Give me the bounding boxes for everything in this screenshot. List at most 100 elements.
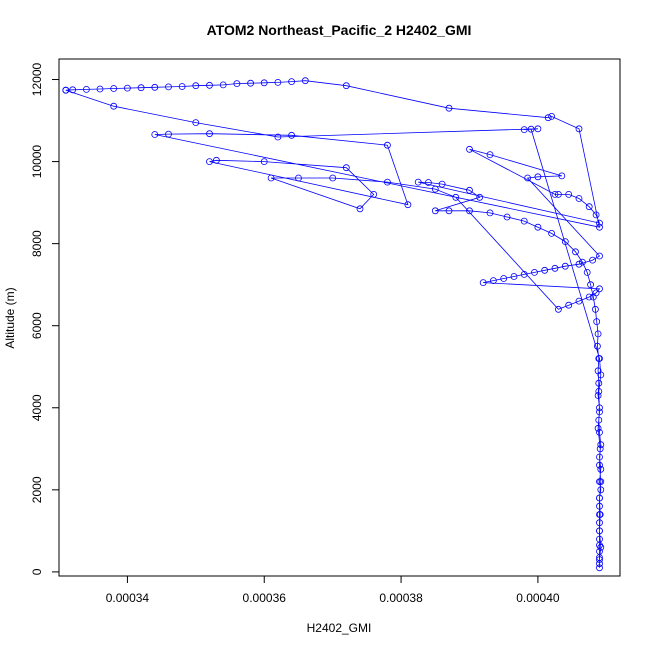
data-point bbox=[489, 277, 497, 285]
data-point bbox=[596, 428, 603, 436]
data-point bbox=[585, 293, 593, 301]
data-point bbox=[62, 86, 70, 94]
data-point bbox=[594, 342, 601, 350]
data-point bbox=[596, 453, 603, 461]
x-tick-label: 0.00034 bbox=[106, 591, 150, 605]
data-point bbox=[178, 83, 186, 90]
data-point bbox=[288, 78, 296, 85]
data-point bbox=[597, 543, 605, 551]
data-point bbox=[587, 281, 594, 289]
data-point bbox=[206, 130, 213, 138]
x-tick-label: 0.00040 bbox=[516, 591, 560, 605]
data-point bbox=[520, 217, 528, 225]
data-point bbox=[500, 275, 508, 282]
data-point bbox=[424, 179, 432, 186]
x-tick-label: 0.00036 bbox=[243, 591, 287, 605]
data-point bbox=[596, 564, 603, 572]
y-axis-label: Altitude (m) bbox=[3, 287, 17, 348]
y-tick-label: 8000 bbox=[30, 230, 44, 257]
data-point bbox=[596, 556, 603, 563]
series-line bbox=[65, 80, 602, 568]
data-point bbox=[551, 264, 559, 272]
data-point bbox=[301, 77, 309, 85]
data-point bbox=[575, 260, 583, 268]
data-point bbox=[370, 190, 378, 198]
data-point bbox=[151, 131, 159, 138]
data-point bbox=[596, 511, 604, 518]
y-tick-label: 4000 bbox=[30, 394, 44, 421]
data-point bbox=[212, 156, 220, 164]
data-point bbox=[597, 441, 605, 449]
data-point bbox=[579, 258, 586, 266]
data-point bbox=[596, 461, 603, 469]
data-point bbox=[565, 301, 573, 309]
data-point bbox=[466, 145, 473, 153]
data-point bbox=[83, 86, 90, 93]
data-point bbox=[486, 209, 494, 217]
data-point bbox=[596, 527, 603, 535]
data-point bbox=[597, 478, 605, 486]
data-point bbox=[206, 81, 213, 89]
x-axis-label: H2402_GMI bbox=[307, 621, 372, 635]
data-point bbox=[541, 266, 549, 274]
data-point bbox=[596, 252, 603, 260]
data-point bbox=[534, 125, 542, 133]
data-point bbox=[165, 83, 172, 91]
data-point bbox=[445, 207, 453, 215]
data-point bbox=[192, 82, 200, 90]
data-point bbox=[110, 102, 118, 110]
data-point bbox=[565, 190, 573, 198]
data-point bbox=[476, 193, 484, 201]
data-point bbox=[575, 297, 583, 305]
data-point bbox=[466, 207, 473, 215]
data-point bbox=[575, 195, 583, 202]
data-point bbox=[295, 174, 302, 182]
data-point bbox=[555, 190, 562, 198]
data-point bbox=[596, 404, 603, 412]
data-point bbox=[165, 130, 172, 138]
data-point bbox=[274, 133, 282, 141]
x-axis: 0.00034 0.00036 0.00038 0.00040 bbox=[106, 576, 560, 605]
data-point bbox=[561, 262, 569, 270]
data-point bbox=[452, 193, 460, 201]
data-point bbox=[96, 85, 104, 93]
y-tick-label: 6000 bbox=[30, 312, 44, 339]
data-point bbox=[583, 268, 591, 276]
data-point bbox=[137, 84, 145, 92]
data-point bbox=[383, 178, 391, 186]
data-point bbox=[479, 279, 487, 287]
data-point bbox=[438, 180, 446, 188]
data-point bbox=[534, 223, 542, 231]
data-point bbox=[466, 186, 473, 194]
data-point bbox=[596, 219, 603, 227]
data-point bbox=[404, 201, 412, 209]
data-point bbox=[575, 125, 583, 133]
data-point bbox=[592, 211, 600, 219]
data-point bbox=[596, 355, 603, 362]
data-point bbox=[431, 207, 439, 215]
data-point bbox=[594, 424, 602, 432]
data-point bbox=[597, 371, 605, 379]
data-point bbox=[548, 113, 555, 120]
data-point bbox=[585, 203, 593, 211]
data-point bbox=[260, 158, 268, 166]
plot-frame bbox=[58, 58, 621, 577]
series-layer bbox=[62, 77, 605, 572]
data-point bbox=[414, 178, 422, 186]
data-point bbox=[558, 172, 566, 180]
data-point bbox=[383, 141, 391, 149]
data-point bbox=[561, 238, 569, 246]
data-point bbox=[597, 486, 605, 494]
data-point bbox=[595, 416, 603, 424]
data-point bbox=[503, 213, 511, 221]
data-point bbox=[486, 151, 494, 159]
data-point bbox=[596, 408, 603, 416]
data-point bbox=[192, 119, 200, 126]
data-point bbox=[329, 174, 337, 182]
data-point bbox=[342, 82, 350, 90]
x-tick-label: 0.00038 bbox=[379, 591, 423, 605]
data-point bbox=[431, 185, 439, 193]
data-point bbox=[534, 173, 542, 181]
data-point bbox=[594, 392, 602, 399]
